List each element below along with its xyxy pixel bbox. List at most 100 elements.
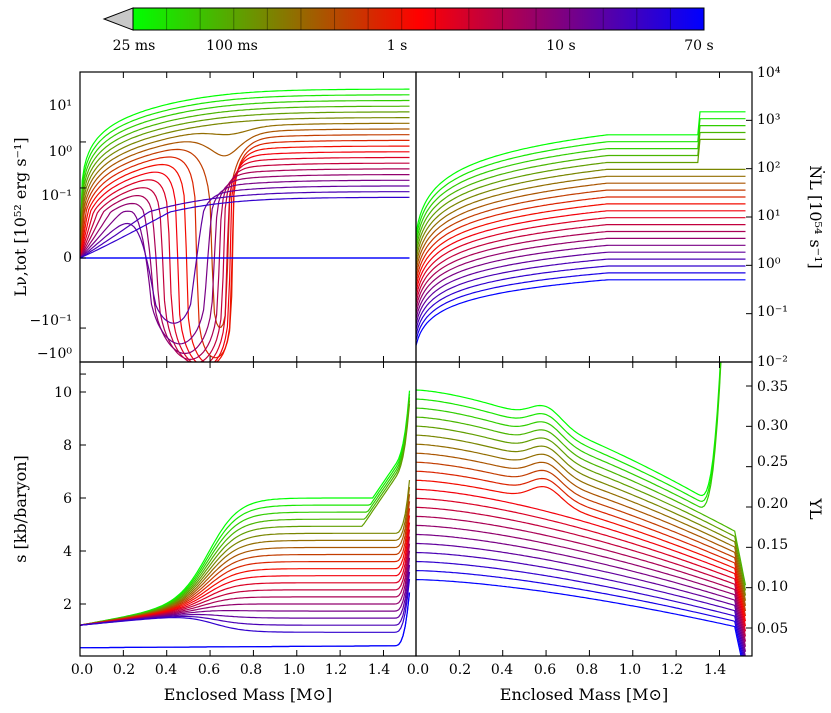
y-axis-label-bottom-left: s [kb/baryon] <box>11 455 30 563</box>
br-xtick-1.2: 1.2 <box>661 662 683 678</box>
br-curve-9 <box>416 470 747 617</box>
tr-curve-11 <box>416 210 746 293</box>
bl-xtick-0.2: 0.2 <box>113 662 135 678</box>
tr-ytick-10e0: 10⁰ <box>757 256 781 272</box>
tl-curve-2 <box>80 99 410 259</box>
tr-curve-19 <box>416 265 746 335</box>
tl-curve-15 <box>80 174 410 354</box>
br-xtick-0.0: 0.0 <box>407 662 429 678</box>
br-curve-13 <box>416 506 747 637</box>
tl-curve-0 <box>80 88 410 259</box>
tr-curve-20 <box>416 272 746 341</box>
tl-ytick-10e0: 10⁰ <box>49 144 73 160</box>
colorbar-cap <box>102 7 134 31</box>
br-curve-12 <box>416 497 747 632</box>
colorbar-gradient <box>132 7 705 31</box>
br-xtick-0.6: 0.6 <box>534 662 556 678</box>
br-curve-0 <box>416 362 721 497</box>
tr-curve-6 <box>416 175 746 266</box>
tr-curve-1 <box>416 118 746 239</box>
bl-curve-11 <box>80 522 411 626</box>
panel-bottom-left <box>79 361 417 657</box>
tr-curve-3 <box>416 131 746 250</box>
x-axis-label-left: Enclosed Mass [M⊙] <box>164 685 332 704</box>
tr-curve-16 <box>416 244 746 319</box>
tr-curve-10 <box>416 203 746 287</box>
tl-ytick-zero: 0 <box>63 250 72 266</box>
colorbar-dividers <box>166 8 671 30</box>
bl-curve-13 <box>80 536 411 626</box>
br-curve-6 <box>416 443 747 601</box>
br-xtick-1.0: 1.0 <box>619 662 641 678</box>
tl-curve-7 <box>80 128 410 259</box>
tr-curve-12 <box>416 217 746 298</box>
y-axis-label-bottom-right: YL <box>806 497 825 520</box>
tl-ytick-10e-1: 10⁻¹ <box>41 188 72 204</box>
tr-ytick-10e3: 10³ <box>757 112 780 128</box>
colorbar-label-25ms: 25 ms <box>113 38 156 54</box>
bl-curve-4 <box>80 403 411 626</box>
tr-curve-18 <box>416 258 746 330</box>
bl-curve-1 <box>80 393 411 626</box>
tr-curve-5 <box>416 168 746 261</box>
colorbar-label-100ms: 100 ms <box>206 38 258 54</box>
bl-ytick-8: 8 <box>63 438 72 454</box>
bl-xtick-0.0: 0.0 <box>71 662 93 678</box>
br-ytick-0.30: 0.30 <box>757 418 788 434</box>
br-curve-8 <box>416 461 747 612</box>
tl-curve-17 <box>80 185 410 324</box>
br-curve-5 <box>416 434 747 596</box>
tl-curve-1 <box>80 94 410 259</box>
bl-xtick-1.2: 1.2 <box>325 662 347 678</box>
br-curve-16 <box>416 533 747 652</box>
tr-curve-13 <box>416 224 746 303</box>
tl-curve-13 <box>80 162 410 362</box>
tr-curve-7 <box>416 182 746 271</box>
br-curve-14 <box>416 515 747 642</box>
tl-curve-5 <box>80 117 410 259</box>
x-axis-label-right: Enclosed Mass [M⊙] <box>500 685 668 704</box>
br-curve-18 <box>416 551 745 656</box>
bl-curve-19 <box>80 578 411 633</box>
br-xtick-0.4: 0.4 <box>491 662 513 678</box>
tl-curve-12 <box>80 156 410 362</box>
br-curve-20 <box>416 570 743 656</box>
bl-xtick-0.8: 0.8 <box>240 662 262 678</box>
tl-curve-4 <box>80 111 410 259</box>
colorbar-label-10s: 10 s <box>546 38 575 54</box>
panel-top-left-lines <box>80 88 410 362</box>
tr-curve-2 <box>416 125 746 245</box>
tr-curve-9 <box>416 196 746 282</box>
br-xtick-0.8: 0.8 <box>576 662 598 678</box>
bl-curve-10 <box>80 515 411 626</box>
br-curve-17 <box>416 542 746 656</box>
bl-xtick-1.4: 1.4 <box>368 662 390 678</box>
br-curve-11 <box>416 488 747 627</box>
panel-top-right-lines <box>416 111 746 346</box>
colorbar-label-1s: 1 s <box>387 38 408 54</box>
tr-curve-15 <box>416 237 746 314</box>
panel-top-right <box>415 71 753 363</box>
br-curve-21 <box>416 579 742 656</box>
tl-curve-9 <box>80 139 410 359</box>
tr-ytick-10e1: 10¹ <box>757 208 780 224</box>
br-ytick-0.20: 0.20 <box>757 496 788 512</box>
br-ytick-0.10: 0.10 <box>757 579 788 595</box>
tl-curve-14 <box>80 168 410 361</box>
tr-ytick-10e-1: 10⁻¹ <box>757 304 788 320</box>
panel-bottom-right-lines <box>416 362 747 656</box>
axis-ticks <box>79 71 752 656</box>
br-curve-7 <box>416 452 747 607</box>
panel-bottom-left-lines <box>80 390 411 649</box>
bl-ytick-2: 2 <box>63 597 72 613</box>
colorbar: 25 ms 100 ms 1 s 10 s 70 s <box>102 7 714 54</box>
tl-curve-16 <box>80 179 410 345</box>
tl-curve-6 <box>80 122 410 259</box>
tl-ytick-neg-10e-1: −10⁻¹ <box>29 313 72 329</box>
y-axis-label-top-right: ṄL [10⁵⁴ s⁻¹] <box>806 165 826 269</box>
tr-ytick-10e-2: 10⁻² <box>757 354 788 370</box>
panel-bottom-right <box>415 361 753 657</box>
tl-curve-10 <box>80 145 410 362</box>
tl-curve-11 <box>80 151 410 362</box>
br-xtick-1.4: 1.4 <box>704 662 726 678</box>
